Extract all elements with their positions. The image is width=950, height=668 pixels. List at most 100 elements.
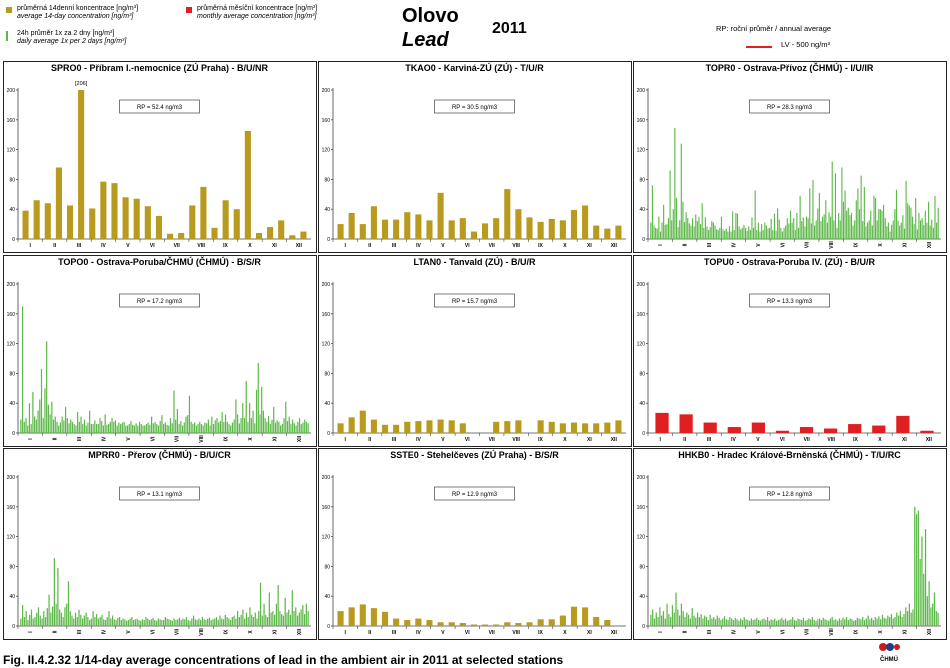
data-bar bbox=[886, 226, 888, 239]
data-bar bbox=[708, 230, 710, 239]
data-bar bbox=[278, 421, 280, 433]
data-bar bbox=[115, 620, 117, 626]
data-bar bbox=[240, 614, 242, 626]
data-bar bbox=[848, 424, 862, 433]
year-label: 2011 bbox=[492, 20, 527, 37]
month-label: IX bbox=[538, 437, 543, 443]
y-tick-label: 160 bbox=[7, 118, 16, 124]
data-bar bbox=[272, 611, 274, 626]
data-bar bbox=[83, 615, 85, 626]
data-bar bbox=[883, 204, 885, 239]
data-bar bbox=[779, 619, 781, 626]
data-bar bbox=[764, 222, 766, 239]
data-bar bbox=[852, 225, 854, 239]
month-label: VII bbox=[804, 437, 811, 443]
chart-panel-2: TKAO0 - Karviná-ZÚ (ZÚ) - T/U/R 0 40 80 120 1… bbox=[318, 61, 632, 253]
y-tick-label: 0 bbox=[327, 237, 330, 243]
data-bar bbox=[233, 419, 235, 433]
data-bar bbox=[178, 617, 181, 626]
data-bar bbox=[35, 419, 37, 433]
rp-value: RP = 52.4 ng/m3 bbox=[137, 105, 183, 111]
month-label: VII bbox=[175, 435, 181, 442]
month-label: IX bbox=[853, 437, 858, 443]
chart-panel-7: MPRR0 - Přerov (ČHMÚ) - B/U/CR 0 40 80 120 16… bbox=[3, 448, 317, 640]
chmi-logo-text: ČHMÚ bbox=[880, 657, 898, 663]
data-bar bbox=[872, 620, 875, 626]
y-tick-label: 40 bbox=[9, 401, 15, 407]
data-bar bbox=[748, 620, 751, 626]
month-label: I bbox=[345, 630, 347, 636]
data-bar bbox=[822, 617, 824, 626]
y-tick-label: 80 bbox=[9, 564, 15, 570]
data-bar bbox=[296, 615, 299, 626]
data-bar bbox=[404, 212, 411, 239]
data-bar bbox=[281, 614, 283, 626]
y-tick-label: 80 bbox=[324, 177, 330, 183]
data-bar bbox=[178, 233, 185, 239]
data-bar bbox=[52, 419, 55, 433]
data-bar bbox=[674, 127, 676, 239]
data-bar bbox=[741, 620, 744, 626]
month-label: X bbox=[878, 630, 884, 634]
data-bar bbox=[27, 620, 29, 626]
data-bar bbox=[55, 603, 57, 626]
data-bar bbox=[302, 422, 304, 433]
data-bar bbox=[858, 618, 860, 626]
data-bar bbox=[537, 221, 544, 239]
data-bar bbox=[61, 416, 63, 433]
data-bar bbox=[282, 615, 285, 626]
chart-frame bbox=[633, 448, 947, 640]
data-bar bbox=[47, 404, 49, 433]
data-bar bbox=[835, 619, 837, 626]
data-bar bbox=[675, 198, 678, 239]
data-bar bbox=[504, 421, 511, 433]
month-label: I bbox=[345, 243, 347, 249]
data-bar bbox=[111, 615, 114, 626]
data-bar bbox=[723, 616, 726, 626]
data-bar bbox=[804, 226, 806, 239]
data-bar bbox=[109, 421, 111, 433]
data-bar bbox=[883, 617, 885, 626]
data-bar bbox=[702, 618, 704, 626]
y-tick-label: 0 bbox=[12, 431, 15, 437]
month-label: XI bbox=[587, 243, 592, 249]
data-bar bbox=[905, 180, 907, 239]
data-bar bbox=[77, 412, 79, 433]
data-bar bbox=[815, 620, 817, 626]
data-bar bbox=[247, 421, 249, 433]
data-bar bbox=[157, 425, 160, 433]
data-bar bbox=[849, 618, 851, 626]
data-bar bbox=[714, 619, 717, 626]
data-bar bbox=[896, 612, 898, 626]
data-bar bbox=[667, 218, 670, 239]
data-bar bbox=[219, 421, 222, 433]
data-bar bbox=[653, 618, 656, 626]
data-bar bbox=[27, 425, 29, 433]
data-bar bbox=[25, 418, 27, 433]
data-bar bbox=[470, 231, 477, 239]
data-bar bbox=[794, 230, 796, 239]
data-bar bbox=[370, 608, 377, 626]
data-bar bbox=[191, 618, 193, 626]
data-bar bbox=[833, 220, 835, 239]
data-bar bbox=[437, 419, 444, 433]
data-bar bbox=[212, 619, 214, 626]
data-bar bbox=[261, 615, 263, 626]
y-tick-label: 80 bbox=[9, 177, 15, 183]
data-bar bbox=[157, 618, 159, 626]
data-bar bbox=[169, 418, 172, 433]
y-tick-label: 200 bbox=[637, 475, 646, 481]
data-bar bbox=[231, 617, 233, 626]
data-bar bbox=[242, 609, 244, 626]
data-bar bbox=[913, 224, 915, 239]
data-bar bbox=[862, 617, 864, 626]
data-bar bbox=[820, 221, 822, 239]
data-bar bbox=[659, 231, 661, 239]
data-bar bbox=[426, 420, 433, 433]
data-bar bbox=[94, 617, 96, 626]
data-bar bbox=[727, 620, 729, 626]
data-bar bbox=[164, 617, 166, 626]
data-bar bbox=[292, 419, 294, 433]
data-bar bbox=[842, 617, 844, 626]
data-bar bbox=[791, 222, 793, 239]
